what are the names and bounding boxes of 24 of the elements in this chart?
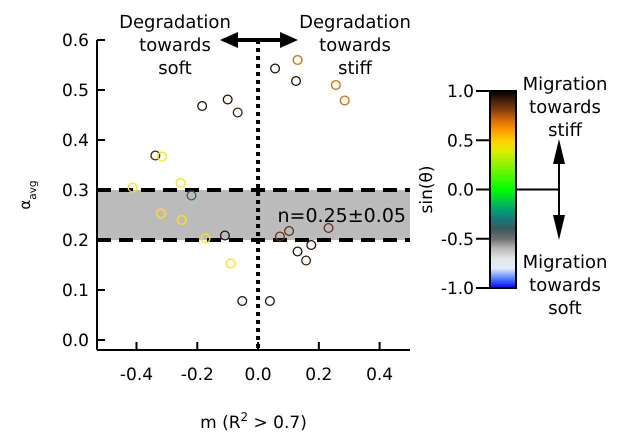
text: Migration towards stiff [522,74,608,141]
color-bar-title: sin(θ) [417,165,437,214]
color-bar-label: -0.5 [440,230,474,250]
y-tick-label: 0.1 [62,281,89,301]
x-tick-label: 0.0 [244,365,272,385]
y-tick-label: 0.4 [62,131,89,151]
y-tick-label: 0.3 [62,181,89,201]
x-tick-label: -0.4 [120,365,154,385]
color-bar-label: -1.0 [440,279,474,299]
x-tick-label: 0.2 [305,365,332,385]
y-tick-label: 0.0 [62,331,89,351]
x-tick-label: 0.4 [366,365,394,385]
text: Migration towards soft [522,252,608,319]
y-tick-label: 0.5 [62,81,89,101]
annotation: Degradation towards stiff [299,12,411,79]
x-axis-title: m (R$^{2}$ > 0.7) [200,410,307,433]
annotation: Degradation towards soft [119,12,231,79]
y-tick-label: 0.2 [62,231,89,251]
color-bar-label: 0.0 [446,180,474,200]
y-tick-label: 0.6 [62,31,89,51]
color-bar-label: 0.5 [446,131,474,152]
color-bar-label: 1.0 [446,82,474,102]
x-tick-label: -0.2 [180,365,214,385]
band-label: n=0.25±0.05 [278,205,406,227]
